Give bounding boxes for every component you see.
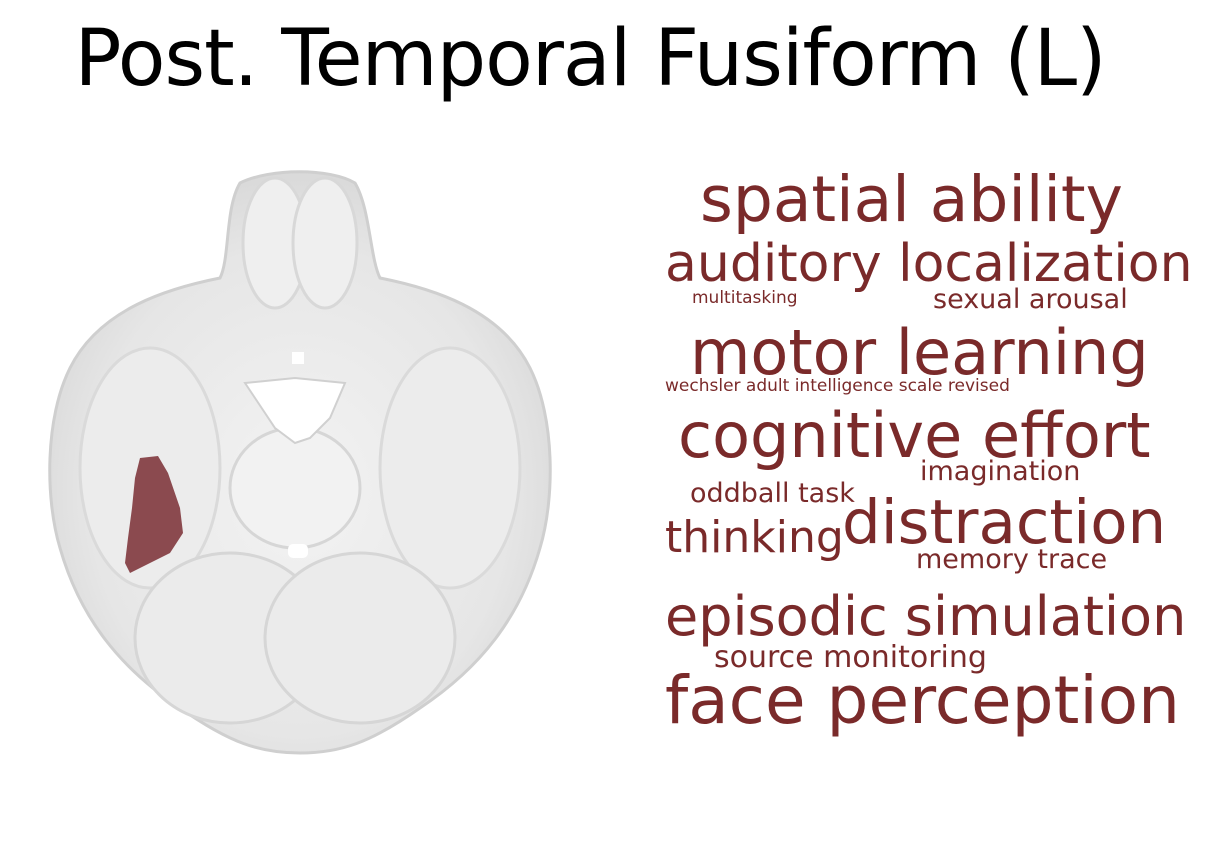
term-episodic-simulation: episodic simulation: [665, 585, 1187, 648]
term-wechsler: wechsler adult intelligence scale revise…: [665, 376, 1010, 396]
term-thinking: thinking: [665, 512, 844, 563]
term-spatial-ability: spatial ability: [700, 163, 1123, 236]
term-distraction: distraction: [842, 487, 1167, 558]
page-title: Post. Temporal Fusiform (L): [74, 14, 1106, 104]
term-face-perception: face perception: [665, 662, 1180, 739]
term-source-monitoring: source monitoring: [714, 640, 987, 675]
term-motor-learning: motor learning: [690, 316, 1149, 389]
term-memory-trace: memory trace: [916, 544, 1108, 575]
term-auditory-localization: auditory localization: [665, 234, 1193, 294]
term-cognitive-effort: cognitive effort: [678, 399, 1151, 472]
term-imagination: imagination: [920, 456, 1081, 487]
axial-brain-slice: [48, 170, 552, 755]
ventricle-shape: [243, 376, 347, 445]
term-oddball-task: oddball task: [690, 478, 855, 509]
highlighted-region: [125, 456, 183, 573]
term-multitasking: multitasking: [692, 288, 798, 308]
term-sexual-arousal: sexual arousal: [933, 284, 1128, 315]
